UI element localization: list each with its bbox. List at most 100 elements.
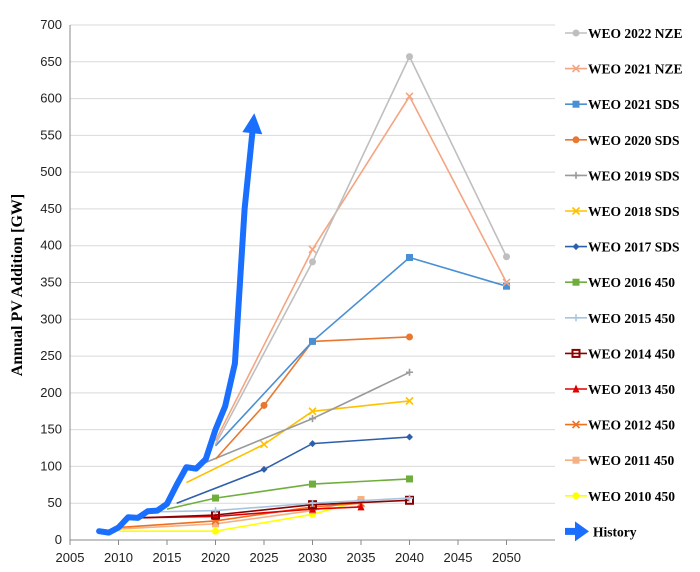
gridlines [70, 24, 555, 504]
series-weo-2015-450 [147, 494, 413, 515]
legend-marker [572, 171, 580, 179]
legend-label: WEO 2014 450 [588, 346, 675, 361]
series-line [214, 256, 507, 447]
legend-entry: WEO 2021 SDS [565, 97, 680, 112]
legend-label: WEO 2013 450 [588, 382, 675, 397]
y-tick-label: 150 [40, 422, 62, 437]
legend-label: WEO 2021 NZE [588, 62, 683, 77]
y-tick-label: 600 [40, 91, 62, 106]
legend-label: WEO 2016 450 [588, 275, 675, 290]
data-point [309, 480, 316, 488]
data-point [259, 440, 269, 449]
data-point [503, 253, 510, 261]
legend-marker [572, 29, 580, 37]
series-history [96, 113, 263, 536]
legend-marker [572, 314, 580, 322]
y-tick-label: 300 [40, 311, 62, 326]
legend-entry: WEO 2015 450 [565, 311, 675, 326]
legend-entry: WEO 2013 450 [565, 382, 675, 397]
series-line [118, 502, 362, 529]
data-point [309, 258, 316, 266]
series-weo-2019-sds [195, 368, 413, 468]
data-point [406, 368, 413, 376]
legend-entry: WEO 2021 NZE [565, 62, 683, 77]
x-tick-label: 2040 [395, 550, 424, 565]
legend-marker [571, 206, 581, 216]
legend: WEO 2022 NZE WEO 2021 NZE WEO 2021 SDS WEO … [565, 26, 683, 542]
data-point [502, 278, 511, 287]
data-point [309, 440, 316, 448]
legend-label: WEO 2010 450 [588, 489, 675, 504]
data-point [406, 53, 413, 61]
series-weo-2016-450 [166, 475, 413, 510]
data-point [309, 337, 316, 345]
y-tick-label: 0 [55, 532, 62, 547]
x-tick-label: 2005 [56, 550, 85, 565]
legend-marker [572, 100, 580, 108]
x-tick-label: 2015 [153, 550, 182, 565]
legend-entry: WEO 2016 450 [565, 275, 675, 290]
legend-marker [572, 384, 580, 393]
legend-marker [571, 420, 581, 429]
y-tick-label: 700 [40, 17, 62, 32]
data-point [309, 415, 316, 423]
data-point [212, 520, 219, 528]
series-line [214, 94, 508, 442]
data-point [357, 496, 365, 504]
series-line [214, 336, 410, 460]
series-line [147, 497, 410, 513]
legend-label: WEO 2021 SDS [588, 97, 680, 112]
data-point [406, 494, 413, 502]
y-tick-label: 650 [40, 54, 62, 69]
y-tick-label: 200 [40, 385, 62, 400]
legend-label: WEO 2011 450 [588, 453, 675, 468]
history-line [96, 130, 256, 536]
data-point [405, 92, 414, 101]
y-tick-labels: 0 50 100 150 200 250 300 350 400 450 500 550 600 650 7… [40, 17, 62, 547]
legend-marker [572, 456, 580, 464]
series-line [166, 478, 410, 510]
legend-label: History [593, 524, 637, 539]
legend-marker [572, 278, 580, 286]
data-point [260, 465, 268, 473]
series-line [137, 499, 410, 519]
legend-history-arrow-icon [575, 521, 589, 542]
legend-entry: WEO 2018 SDS [565, 204, 680, 219]
data-point [503, 282, 510, 290]
data-point [405, 396, 414, 406]
x-tick-label: 2050 [492, 550, 521, 565]
y-tick-label: 100 [40, 458, 62, 473]
x-tick-label: 2010 [104, 550, 133, 565]
series-weo-2021-sds [214, 253, 510, 447]
x-tick-label: 2030 [298, 550, 327, 565]
legend-label: WEO 2019 SDS [588, 168, 680, 183]
data-point [308, 407, 317, 416]
series-weo-2020-sds [214, 333, 413, 460]
legend-marker [572, 243, 580, 251]
data-point [406, 333, 413, 341]
data-point [406, 475, 413, 483]
y-tick-label: 400 [40, 238, 62, 253]
y-tick-label: 50 [48, 495, 62, 510]
legend-entry: WEO 2020 SDS [565, 133, 680, 148]
legend-label: WEO 2022 NZE [588, 26, 683, 41]
legend-entry: WEO 2010 450 [565, 489, 675, 504]
y-tick-label: 550 [40, 127, 62, 142]
history-arrowhead [242, 113, 263, 135]
y-tick-label: 350 [40, 275, 62, 290]
series-line [214, 54, 508, 445]
legend-marker [571, 64, 581, 73]
x-tick-label: 2020 [201, 550, 230, 565]
data-point [212, 507, 219, 515]
legend-label: WEO 2012 450 [588, 418, 675, 433]
legend-marker [572, 136, 580, 144]
legend-label: WEO 2015 450 [588, 311, 675, 326]
data-point [309, 499, 316, 507]
legend-entry: WEO 2011 450 [565, 453, 675, 468]
legend-label: WEO 2017 SDS [588, 240, 680, 255]
axes [69, 25, 555, 545]
legend-entry: WEO 2022 NZE [565, 26, 683, 41]
y-tick-label: 450 [40, 201, 62, 216]
x-tick-label: 2025 [250, 550, 279, 565]
